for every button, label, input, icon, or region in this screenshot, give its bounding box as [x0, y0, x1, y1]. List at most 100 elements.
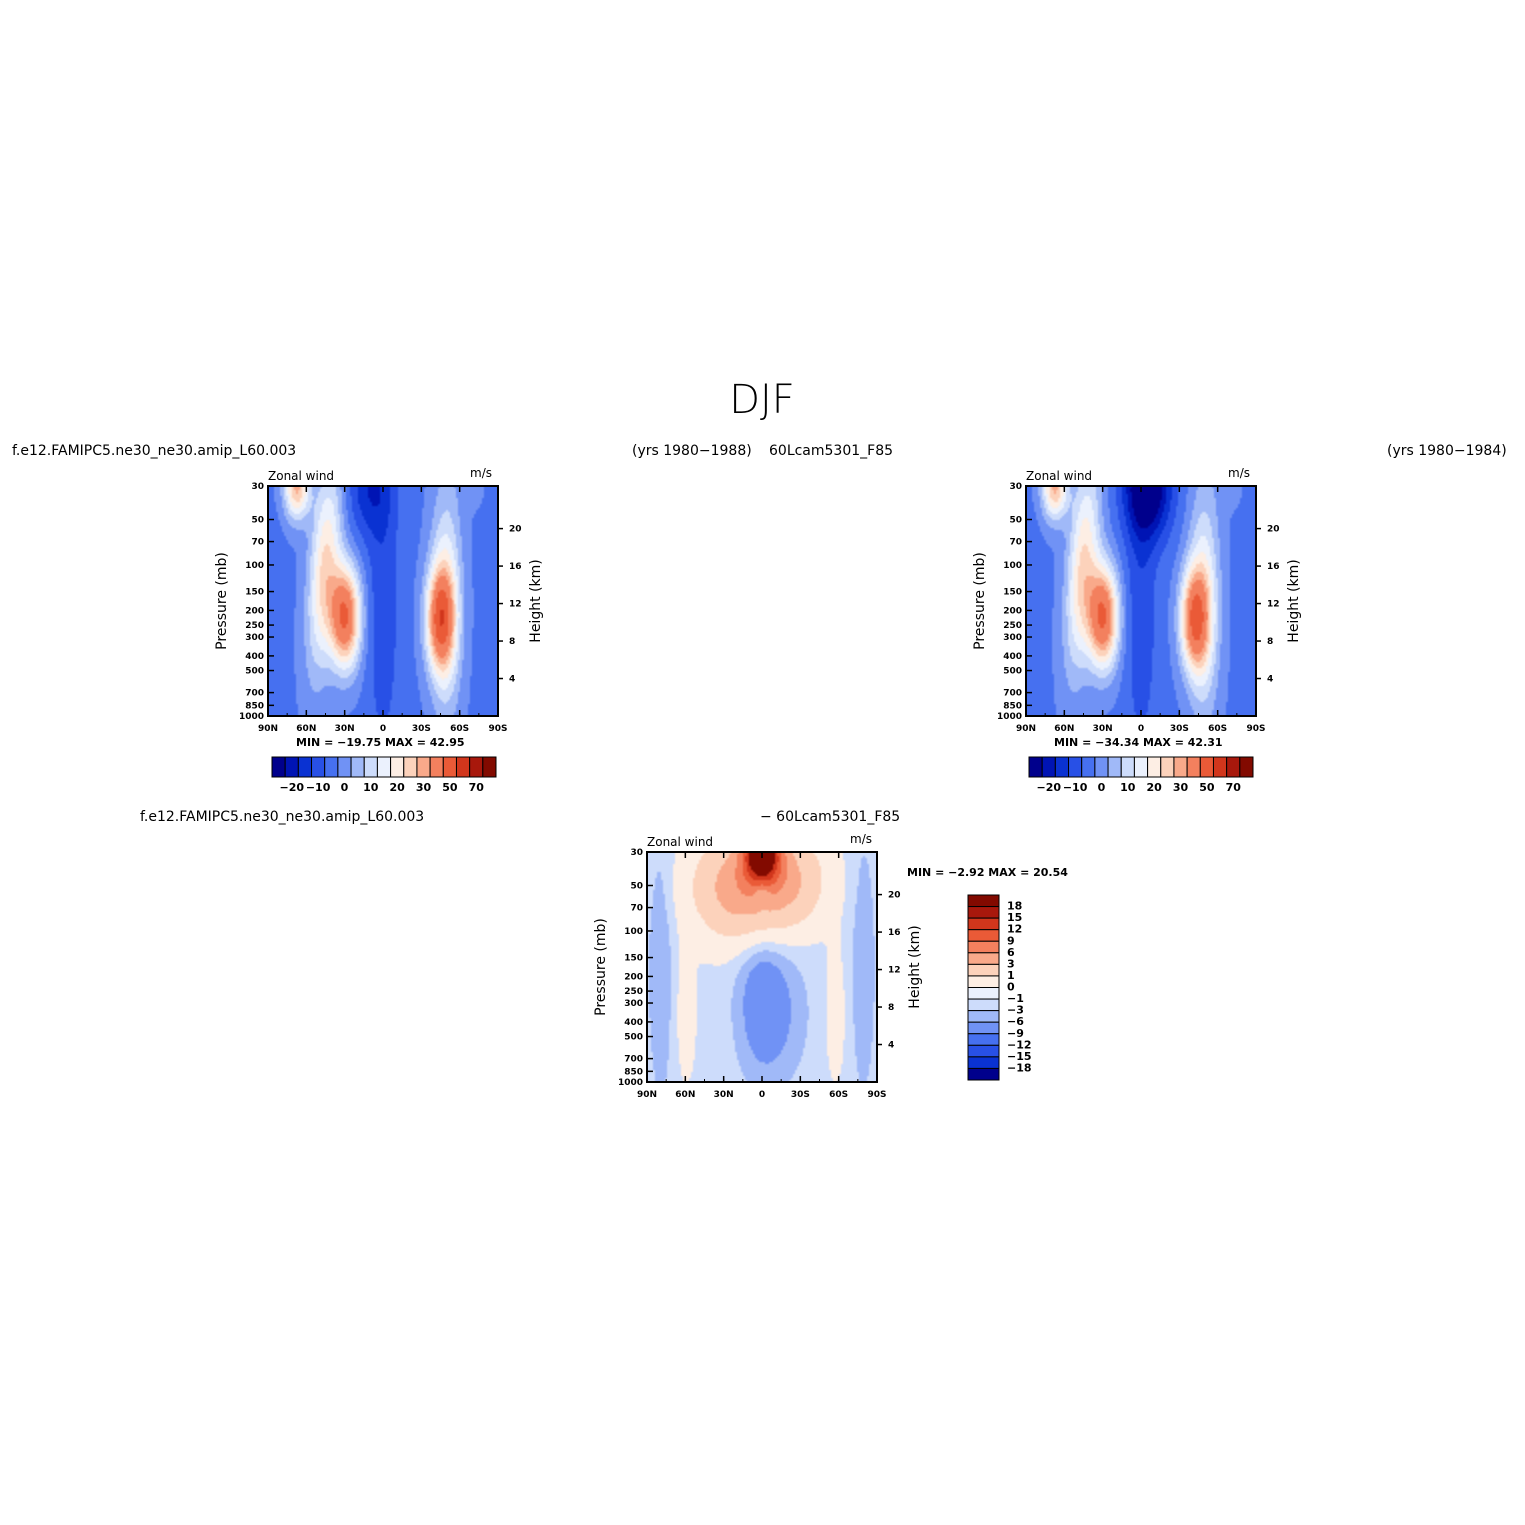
- colorbar-box: [1186, 756, 1201, 778]
- colorbar-label: −10: [306, 781, 331, 794]
- y-tick-label: 250: [624, 987, 643, 997]
- colorbar-label: −12: [1007, 1038, 1032, 1051]
- y-tick-label: 700: [624, 1055, 643, 1065]
- colorbar-label: 0: [341, 781, 349, 794]
- y-right-axis-label: Height (km): [907, 925, 923, 1008]
- colorbar-box: [284, 756, 299, 778]
- x-tick-label: 0: [1138, 724, 1144, 734]
- panel-title: Zonal wind: [268, 469, 334, 483]
- min-max-label: MIN = −19.75 MAX = 42.95: [296, 736, 465, 749]
- colorbar-box: [1160, 756, 1175, 778]
- colorbar-box: [324, 756, 339, 778]
- colorbar-box: [390, 756, 405, 778]
- x-tick-label: 90S: [867, 1090, 886, 1100]
- colorbar-label: 3: [1007, 957, 1015, 970]
- y-tick-label: 50: [630, 882, 643, 892]
- colorbar-label: 9: [1007, 934, 1015, 947]
- colorbar-box: [376, 756, 392, 778]
- colorbar-box: [403, 756, 418, 778]
- y-tick-label: 700: [245, 689, 264, 699]
- colorbar-box: [442, 756, 457, 778]
- x-tick-label: 90N: [637, 1090, 657, 1100]
- colorbar-box: [967, 1056, 1000, 1069]
- x-tick-label: 60N: [296, 724, 316, 734]
- panel-units: m/s: [470, 466, 492, 480]
- colorbar-label: −1: [1007, 992, 1024, 1005]
- y-right-tick-label: 20: [1267, 525, 1280, 535]
- y-tick-label: 200: [624, 972, 643, 982]
- y-tick-label: 850: [1003, 701, 1022, 711]
- colorbar-label: 30: [416, 781, 432, 794]
- colorbar-box: [1107, 756, 1122, 778]
- colorbar-box: [967, 940, 1000, 954]
- colorbar-label: 0: [1098, 781, 1106, 794]
- colorbar-box: [1028, 756, 1043, 778]
- colorbar-box: [967, 975, 1000, 988]
- y-right-tick-label: 16: [888, 928, 901, 938]
- colorbar-box: [1173, 756, 1188, 778]
- colorbar-box: [469, 756, 484, 778]
- header-right-case: 60Lcam5301_F85: [769, 443, 893, 459]
- colorbar-label: 70: [469, 781, 485, 794]
- x-tick-label: 60N: [1054, 724, 1074, 734]
- y-tick-label: 70: [630, 904, 643, 914]
- x-tick-label: 30S: [412, 724, 431, 734]
- y-tick-label: 200: [1003, 606, 1022, 616]
- panel-title: Zonal wind: [1026, 469, 1092, 483]
- colorbar-box: [967, 1021, 1000, 1035]
- colorbar-box: [1239, 756, 1254, 778]
- y-tick-label: 150: [1003, 588, 1022, 598]
- y-tick-label: 50: [251, 516, 264, 526]
- x-tick-label: 0: [380, 724, 386, 734]
- y-right-tick-label: 8: [509, 637, 515, 647]
- y-axis-label: Pressure (mb): [972, 552, 988, 650]
- x-tick-label: 60N: [675, 1090, 695, 1100]
- x-tick-label: 90S: [488, 724, 507, 734]
- y-tick-label: 150: [245, 588, 264, 598]
- y-tick-label: 300: [1003, 633, 1022, 643]
- colorbar-label: 20: [1147, 781, 1163, 794]
- y-tick-label: 850: [624, 1067, 643, 1077]
- y-tick-label: 30: [1009, 482, 1022, 492]
- colorbar-box: [1199, 756, 1214, 778]
- colorbar-label: 6: [1007, 946, 1015, 959]
- y-right-tick-label: 20: [888, 891, 901, 901]
- panel-top-right: Zonal wind m/s 90N 60N 30N 0 30S 60S 90S 30 50 70 10…: [972, 466, 1302, 794]
- header-right-years: (yrs 1980−1984): [1387, 443, 1507, 459]
- y-right-tick-label: 4: [888, 1041, 894, 1051]
- colorbar-label: 50: [1199, 781, 1215, 794]
- y-tick-label: 500: [245, 667, 264, 677]
- x-tick-label: 90N: [1016, 724, 1036, 734]
- contour-field: [1026, 486, 1256, 716]
- colorbar-box: [482, 756, 497, 778]
- colorbar-box: [967, 894, 1000, 908]
- min-max-label: MIN = −2.92 MAX = 20.54: [907, 866, 1068, 879]
- colorbar-label: −10: [1063, 781, 1088, 794]
- colorbar-box: [967, 1010, 1000, 1023]
- colorbar-box: [350, 756, 365, 778]
- colorbar-box: [271, 756, 286, 778]
- y-tick-label: 100: [1003, 561, 1022, 571]
- x-tick-label: 60S: [829, 1090, 848, 1100]
- x-tick-label: 30N: [1093, 724, 1113, 734]
- x-tick-label: 90N: [258, 724, 278, 734]
- colorbar-box: [1133, 756, 1149, 778]
- colorbar-label: −20: [279, 781, 304, 794]
- colorbar-label: 15: [1007, 911, 1022, 924]
- header-left-years: (yrs 1980−1988): [632, 443, 752, 459]
- colorbar-box: [967, 917, 1000, 931]
- colorbar-box: [363, 756, 378, 778]
- y-tick-label: 400: [245, 652, 264, 662]
- y-right-tick-label: 12: [509, 600, 522, 610]
- colorbar-box: [1041, 756, 1056, 778]
- min-max-label: MIN = −34.34 MAX = 42.31: [1054, 736, 1223, 749]
- y-tick-label: 700: [1003, 689, 1022, 699]
- y-tick-label: 1000: [997, 712, 1022, 722]
- panel-units: m/s: [1228, 466, 1250, 480]
- y-right-tick-label: 8: [1267, 637, 1273, 647]
- y-right-axis-label: Height (km): [1286, 559, 1302, 642]
- colorbar-box: [967, 998, 1000, 1012]
- y-tick-label: 850: [245, 701, 264, 711]
- x-tick-label: 0: [759, 1090, 765, 1100]
- colorbar-box: [1147, 756, 1162, 778]
